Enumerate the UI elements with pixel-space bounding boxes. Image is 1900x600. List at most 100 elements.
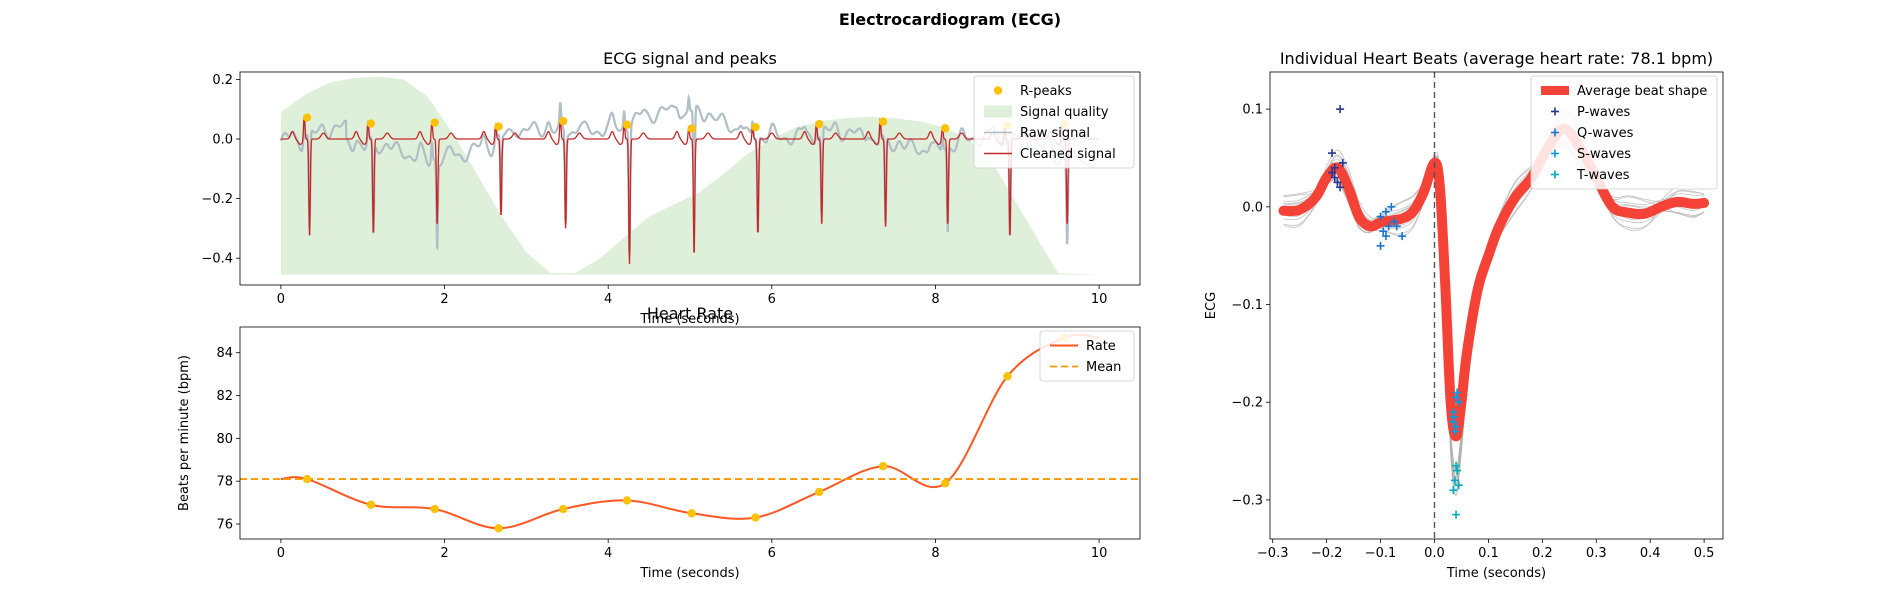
p-wave-marker <box>1336 183 1345 192</box>
q-wave-marker <box>1381 232 1390 241</box>
r-peak-marker <box>878 117 888 126</box>
x-tick-label: 6 <box>768 292 776 307</box>
r-peak-marker <box>622 120 632 129</box>
p-wave-marker <box>1338 158 1347 167</box>
t-wave-marker <box>1452 461 1461 470</box>
rate-point-marker <box>302 474 312 484</box>
rate-point-marker <box>494 524 503 533</box>
x-tick-label: 8 <box>931 546 939 561</box>
x-tick-label: 0.4 <box>1640 546 1661 561</box>
q-wave-marker <box>1390 217 1399 226</box>
y-tick-label: 76 <box>216 518 233 533</box>
axes-frame <box>239 326 1141 540</box>
rate-point-marker <box>687 509 696 518</box>
rate-point-marker <box>366 500 376 509</box>
x-axis-label: Time (seconds) <box>639 312 739 327</box>
chart-title: Individual Heart Beats (average heart ra… <box>1280 49 1713 68</box>
r-peak-marker <box>366 119 376 128</box>
r-peak-marker <box>430 118 439 127</box>
legend-label: Mean <box>1086 360 1121 375</box>
x-tick-label: 0.1 <box>1478 546 1499 561</box>
q-wave-marker <box>1376 241 1385 250</box>
legend-swatch <box>984 105 1012 118</box>
y-tick-label: 80 <box>216 432 233 447</box>
legend-swatch <box>1551 128 1559 137</box>
p-wave-marker <box>1336 105 1345 114</box>
x-tick-label: 4 <box>604 546 612 561</box>
p-wave-marker <box>1328 168 1337 177</box>
rate-point-marker <box>1003 372 1012 381</box>
rate-point-marker <box>430 504 439 514</box>
legend-box <box>1530 75 1718 190</box>
q-wave-marker <box>1387 202 1396 211</box>
s-wave-marker <box>1452 393 1461 402</box>
cleaned-signal-line <box>280 116 1100 265</box>
rate-line <box>280 333 1100 530</box>
x-tick-label: 6 <box>768 546 776 561</box>
s-wave-marker <box>1449 412 1458 421</box>
s-wave-marker <box>1453 388 1462 397</box>
y-tick-label: −0.4 <box>201 252 233 267</box>
legend-swatch <box>1551 107 1559 116</box>
chart-title: ECG signal and peaks <box>603 49 777 68</box>
r-peak-marker <box>687 124 696 133</box>
r-peak-marker <box>815 119 824 129</box>
r-peak-marker <box>494 122 503 131</box>
rate-point-marker <box>558 504 568 514</box>
y-tick-label: 78 <box>216 475 233 490</box>
t-wave-marker <box>1450 476 1459 485</box>
r-peak-marker <box>751 122 760 132</box>
x-tick-label: 2 <box>440 546 448 561</box>
p-wave-marker <box>1330 163 1339 172</box>
axes-frame <box>1269 71 1724 540</box>
y-tick-label: −0.2 <box>201 192 233 207</box>
x-tick-label: 0.5 <box>1694 546 1715 561</box>
y-tick-label: −0.3 <box>1231 493 1263 508</box>
legend-swatch <box>993 86 1003 95</box>
r-peak-marker <box>941 124 950 133</box>
legend-label: Rate <box>1086 339 1116 354</box>
q-wave-marker <box>1392 222 1401 231</box>
r-peak-marker <box>558 116 568 126</box>
rate-point-marker <box>622 496 632 505</box>
q-wave-marker <box>1381 207 1390 216</box>
y-tick-label: 82 <box>216 389 233 404</box>
figure-title: Electrocardiogram (ECG) <box>838 10 1062 29</box>
raw-signal-line <box>279 93 1100 255</box>
t-wave-marker <box>1449 486 1458 495</box>
legend-label: P-waves <box>1577 105 1631 120</box>
legend-box <box>973 75 1135 169</box>
legend-label: Cleaned signal <box>1020 147 1116 162</box>
y-tick-label: 0.2 <box>212 73 233 88</box>
x-tick-label: 0.3 <box>1586 546 1607 561</box>
0-axes: 0 2 4 6 8 10 0.2 0.0 −0.2 −0.4 ECG signal and peak… <box>201 49 1141 327</box>
q-wave-marker <box>1379 227 1388 236</box>
x-tick-label: 10 <box>1091 292 1108 307</box>
y-tick-label: 84 <box>216 346 233 361</box>
rate-point-marker <box>941 479 950 488</box>
plot-area <box>279 76 1100 275</box>
x-tick-label: 0.0 <box>1424 546 1445 561</box>
2-axes: −0.3 −0.2 −0.1 0.0 0.1 0.2 0.3 0.4 0.5 0.1 0.0 −0.1… <box>1204 49 1724 581</box>
x-tick-label: −0.1 <box>1365 546 1397 561</box>
x-tick-label: 4 <box>604 292 612 307</box>
p-wave-marker <box>1330 173 1339 182</box>
x-axis-label: Time (seconds) <box>639 566 739 581</box>
rate-point-marker <box>815 487 824 497</box>
q-wave-marker <box>1398 232 1407 241</box>
x-tick-label: 10 <box>1091 546 1108 561</box>
legend-label: Average beat shape <box>1577 84 1707 99</box>
s-wave-marker <box>1454 398 1463 407</box>
p-wave-marker <box>1333 178 1342 187</box>
x-tick-label: 0 <box>277 546 285 561</box>
legend-label: Signal quality <box>1020 105 1109 120</box>
x-tick-label: 0.2 <box>1532 546 1553 561</box>
y-tick-label: −0.2 <box>1231 396 1263 411</box>
t-wave-marker <box>1453 466 1462 475</box>
y-axis-label: ECG <box>1204 292 1219 319</box>
plot-area <box>1278 72 1710 539</box>
y-tick-label: 0.0 <box>1242 200 1263 215</box>
axes-frame <box>239 71 1141 286</box>
y-tick-label: −0.1 <box>1231 298 1263 313</box>
